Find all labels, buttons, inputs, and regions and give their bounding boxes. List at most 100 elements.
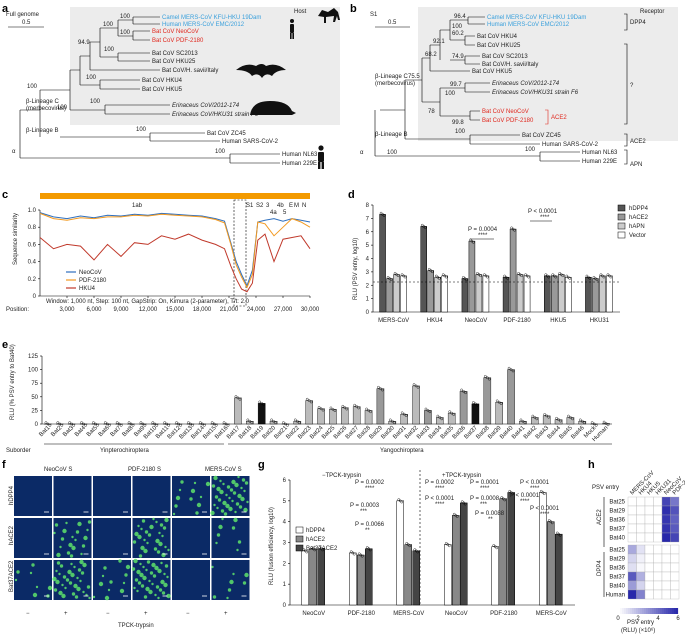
d-point [465,278,468,282]
e-point [357,406,360,410]
c-xtick-label: 18,000 [193,307,212,313]
g-annotation: P = 0.0066 [355,522,385,528]
f-fluorescence-spot [157,568,162,574]
h-cell [670,544,680,555]
h-cell [661,514,671,525]
tree-a-branches [19,16,280,164]
g-annotation: P < 0.0001 [425,496,455,502]
e-point [155,424,159,427]
e-xtick-label: Bat2 [50,425,63,438]
h-cell [661,562,671,573]
e-point [46,422,50,426]
d-point [396,274,400,278]
d-point [420,223,424,227]
e-point [535,417,539,421]
group-label-b: (merbecovirus) [375,81,415,87]
d-bar [585,276,592,313]
taxon-a-5: Bat CoV SC2013 [152,51,198,57]
e-point [345,407,349,411]
e-point [298,421,301,424]
d-bar [592,278,599,313]
f-microscopy-grid [14,475,250,601]
h-title: PSV entry [592,485,619,491]
f-fluorescence-spot [134,531,139,537]
taxon-b-3: Bat CoV HKU4 [477,34,518,40]
f-fluorescence-spot [216,533,221,537]
f-fluorescence-spot [140,527,143,531]
e-point [80,421,83,424]
e-point [416,386,420,389]
e-point [129,422,133,426]
e-point [509,368,513,371]
f-fluorescence-spot [79,559,84,565]
g-point [452,512,456,516]
e-point [606,423,610,427]
g-annotation: ** [488,517,493,523]
panel-g: g 0 1 2 3 4 5 6 NeoCoV PDF-2180 MERS-CoV NeoCoV PDF… [258,459,575,617]
e-xtick-label: Bat1 [38,425,51,438]
f-fluorescence-spot [59,564,64,568]
d-legend-label: hACE2 [629,215,649,221]
f-image-tile [14,518,52,558]
e-point [531,414,535,418]
h-cell [627,580,637,591]
h-row-labels: Bat25 Bat29 Bat36 Bat37 Bat40 Bat25 Bat29 Bat36… [606,500,626,599]
e-point [379,387,382,390]
f-fluorescence-spot [232,491,237,495]
panel-label-f: f [2,459,6,471]
e-point [175,421,178,424]
e-point [557,418,560,421]
tree-b-branches [374,16,580,162]
taxon-b-12: Bat CoV ZC45 [522,133,561,139]
taxon-a-10: Erinaceus CoV/2012-174 [172,103,240,109]
e-point [499,402,503,405]
d-bar [599,275,606,313]
e-point [115,421,119,424]
e-bar [471,403,480,425]
f-fluorescence-spot [35,585,39,589]
e-point [92,421,95,424]
f-fluorescence-spot [151,562,156,568]
f-fluorescence-spot [216,506,219,510]
g-point [400,500,404,504]
g-ytick-label: 6 [283,478,287,484]
e-point [474,402,477,406]
h-colorbar-segment [664,608,667,614]
e-xtick-label: Bat8 [122,425,135,438]
g-bar [452,515,460,606]
h-colorbar-segment [632,608,635,614]
g-point [555,531,559,535]
e-point [250,421,254,424]
e-point [260,402,263,405]
g-point [408,544,412,548]
g-bar [444,544,452,606]
d-point [444,275,448,279]
h-cell [670,553,680,564]
e-ytick-label: 75 [31,381,38,387]
e-point [284,422,287,426]
g-point [492,544,496,547]
h-cell [627,589,637,600]
f-fluorescence-spot [152,517,155,521]
f-fluorescence-spot [193,481,197,485]
g-ylabel: RLU (fusion efficiency, log10) [269,507,275,585]
f-fluorescence-spot [211,484,216,488]
f-fluorescence-spot [174,504,178,508]
e-point [602,420,606,424]
f-fluorescence-spot [151,582,154,586]
d-bar [565,276,572,313]
g-xtick-label: MERS-CoV [536,611,567,617]
f-image-tile [172,518,210,558]
g-annotation: P < 0.0001 [530,506,560,512]
e-axis-lines [41,356,612,425]
f-image-tile [53,476,92,516]
f-col-neocov: NeoCoV S [44,467,72,473]
d-point [393,272,397,275]
d-legend-swatch [617,222,626,230]
panel-f: f NeoCoV S PDF-2180 S MERS-CoV S hDPP4 h… [2,459,250,629]
f-image-tile [93,518,131,558]
f-fluorescence-spot [52,576,57,582]
f-fluorescence-spot [143,595,148,599]
d-point [430,270,434,274]
taxon-b-11: Bat CoV PDF-2180 [482,118,534,124]
